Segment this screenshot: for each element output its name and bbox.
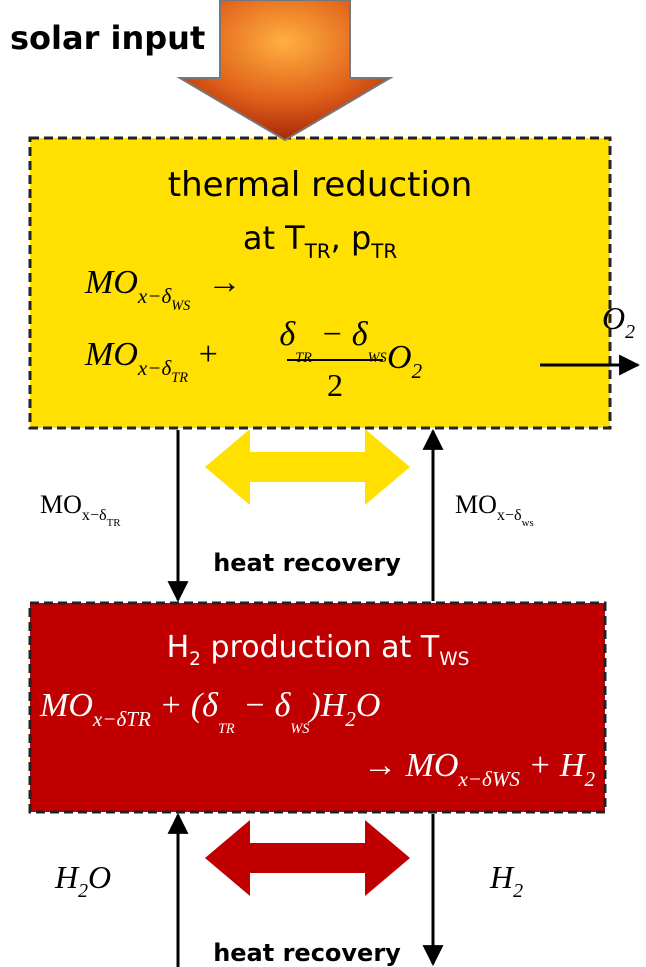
production-title: H2 production at TWS	[166, 630, 470, 670]
production-box	[28, 601, 607, 814]
text-segment: 2	[625, 320, 636, 343]
text-segment: O	[88, 859, 112, 895]
text-segment: MO	[455, 490, 497, 519]
production-equation: MOx−δTR + (δTR − δWS)H2O	[40, 687, 381, 737]
text-segment: TR	[371, 239, 398, 263]
text-segment: TR	[106, 517, 121, 529]
text-segment: x−δ	[137, 355, 172, 380]
solar-input-label: solar input	[10, 19, 206, 57]
heat-recovery-label: heat recovery	[213, 549, 401, 577]
text-segment: x−δ	[496, 507, 522, 525]
text-segment: TR	[295, 350, 312, 366]
production-equation: → MOx−δWS + H2	[363, 747, 595, 790]
text-segment: WS	[491, 766, 520, 791]
text-segment: x−δ	[92, 706, 127, 731]
text-segment: O	[602, 300, 626, 336]
text-segment: H	[490, 859, 514, 895]
text-segment: H	[166, 630, 190, 665]
text-segment: 2	[345, 706, 356, 731]
oxygen-label: O2	[602, 300, 635, 342]
text-segment: 2	[513, 879, 524, 902]
transfer-label: MOx−δws	[455, 490, 534, 529]
text-segment: production at T	[201, 630, 440, 665]
fraction-numerator: δTR − δWS	[279, 316, 386, 366]
hydrogen-label: H2	[490, 859, 523, 901]
reduction-title: thermal reduction	[167, 165, 473, 205]
heat-arrow	[205, 429, 410, 505]
text-segment: WS	[171, 298, 191, 314]
text-segment: + (δ	[150, 687, 218, 724]
text-segment: → MO	[363, 747, 459, 784]
text-segment: TR	[171, 370, 188, 386]
text-segment: + H	[519, 747, 585, 784]
text-segment: MO	[40, 687, 93, 724]
text-segment: TR	[304, 239, 331, 263]
reduction-condition: at TTR, pTR	[242, 219, 397, 261]
reduction-equation: MOx−δTR +	[85, 336, 220, 386]
heat-arrow	[205, 820, 410, 896]
text-segment: at T	[242, 219, 305, 257]
solar-arrow	[176, 0, 394, 142]
text-segment: 2	[411, 358, 423, 383]
text-segment: MO	[40, 490, 82, 519]
reduction-equation: MOx−δWS →	[85, 264, 242, 314]
reduction-equation: O2	[387, 339, 422, 382]
text-segment: 2	[189, 649, 202, 671]
text-segment: )H	[309, 687, 346, 724]
text-segment: +	[187, 336, 220, 373]
text-segment: O	[387, 339, 412, 376]
text-segment: MO	[85, 336, 138, 373]
text-segment: WS	[439, 649, 470, 671]
text-segment: MO	[85, 264, 138, 301]
text-segment: 2	[78, 879, 89, 902]
text-segment: TR	[217, 721, 235, 737]
transfer-label: MOx−δTR	[40, 490, 121, 529]
reduction-box	[28, 136, 612, 430]
text-segment: WS	[290, 721, 310, 737]
text-segment: TR	[126, 706, 151, 731]
text-segment: x−δ	[137, 283, 172, 308]
text-segment: δ	[279, 316, 296, 353]
text-segment: − δ	[311, 316, 368, 353]
text-segment: H	[55, 859, 79, 895]
text-segment: O	[355, 687, 381, 724]
text-segment: x−δ	[81, 507, 107, 525]
text-segment: − δ	[234, 687, 291, 724]
text-segment: x−δ	[458, 766, 492, 791]
text-segment: WS	[367, 350, 387, 366]
text-segment: , p	[330, 219, 372, 257]
text-segment: ws	[521, 517, 534, 529]
text-segment: →	[190, 264, 242, 301]
heat-recovery-label: heat recovery	[213, 939, 401, 967]
text-segment: 2	[584, 766, 595, 791]
fraction-denominator: 2	[327, 367, 343, 403]
water-label: H2O	[55, 859, 112, 901]
